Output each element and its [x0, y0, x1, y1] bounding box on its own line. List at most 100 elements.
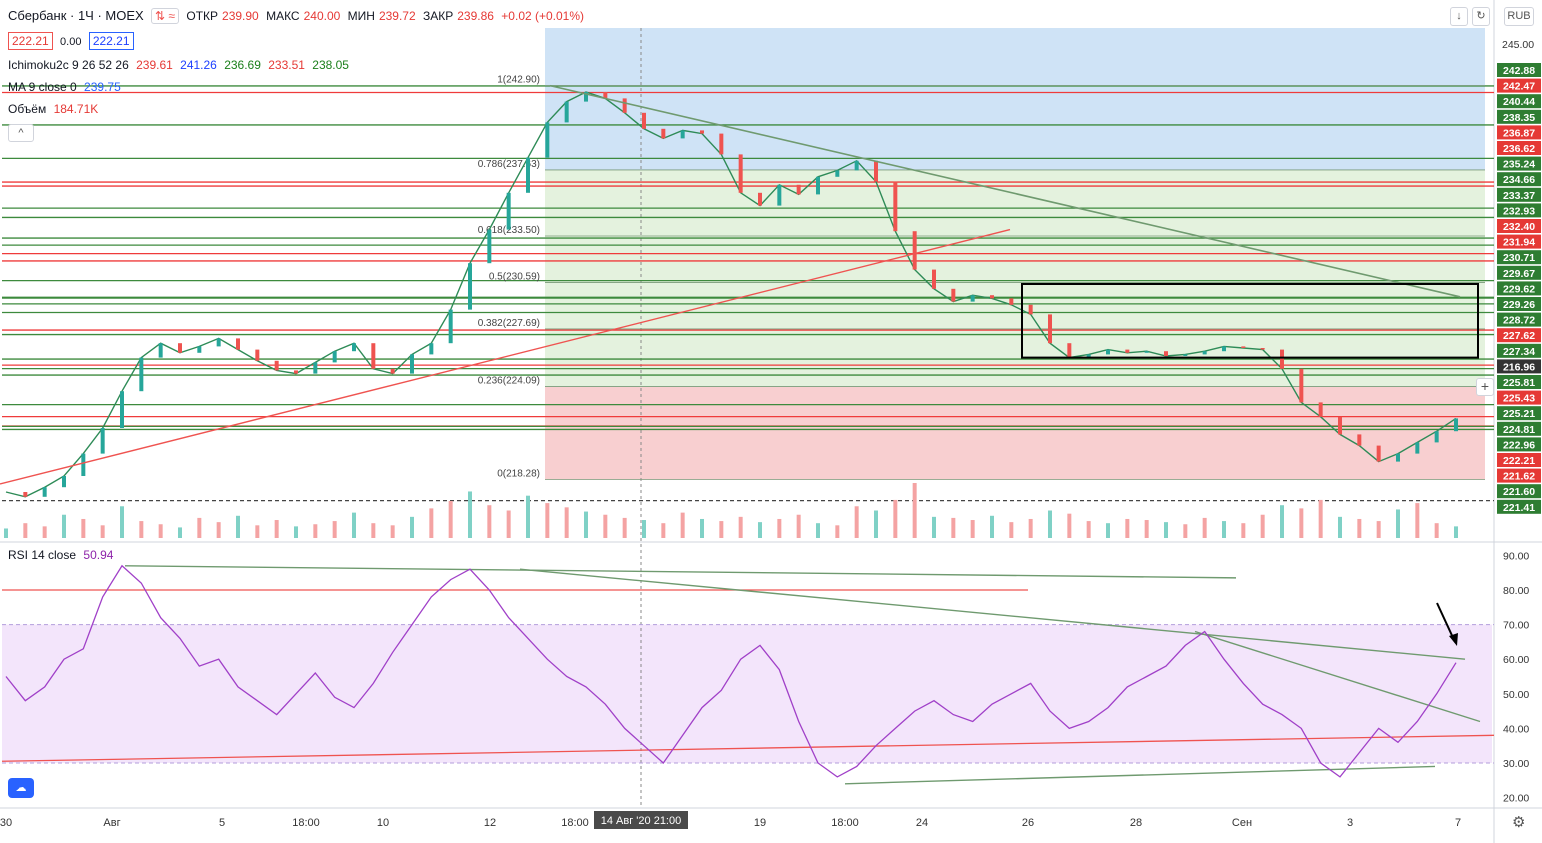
volume-legend[interactable]: Объём 184.71K [8, 102, 102, 116]
candle [758, 192, 762, 206]
annotation-arrow-head [1449, 633, 1458, 646]
volume-bar [564, 507, 569, 538]
candle [584, 92, 588, 102]
fib-label: 0.786(237.63) [478, 159, 540, 170]
volume-bar [139, 521, 144, 538]
volume-bar [1202, 517, 1207, 538]
volume-bar [1222, 521, 1226, 538]
time-axis-tick: 12 [484, 817, 496, 829]
volume-bar [796, 514, 801, 538]
rsi-tick: 90.00 [1503, 550, 1529, 562]
candle [1396, 453, 1400, 462]
volume-bar [893, 499, 898, 538]
refresh-icon[interactable]: ↻ [1472, 7, 1490, 26]
trendline-support [0, 228, 1011, 485]
level-label: 221.62 [1503, 471, 1535, 483]
volume-bar [622, 517, 627, 538]
time-axis-tick: 5 [219, 817, 225, 829]
volume-bar [468, 491, 472, 538]
volume-bar [1067, 513, 1072, 538]
bid-box[interactable]: 222.21 [8, 32, 53, 50]
level-label-box [1497, 312, 1541, 327]
volume-bar [951, 517, 956, 538]
fib-zone-upper [545, 28, 1485, 170]
volume-bar [642, 520, 646, 538]
volume-bar [932, 516, 936, 538]
rsi-label: RSI 14 close [8, 548, 77, 562]
close-value: 239.86 [457, 9, 494, 23]
level-label-box [1497, 265, 1541, 280]
candle [1280, 349, 1284, 369]
price-series-line [5, 91, 1457, 498]
candle [1144, 351, 1149, 353]
ichimoku-value-5: 238.05 [312, 58, 349, 72]
level-label-box [1497, 328, 1541, 343]
volume-bar [1183, 524, 1188, 538]
volume-bar [758, 522, 762, 538]
volume-bar [835, 525, 840, 538]
download-icon[interactable]: ↓ [1450, 7, 1468, 26]
volume-bar [700, 518, 704, 538]
ask-box[interactable]: 222.21 [88, 32, 134, 50]
level-label: 233.37 [1503, 190, 1535, 202]
volume-bar [197, 517, 202, 538]
highlight-box [1021, 283, 1479, 359]
candle [255, 349, 260, 361]
add-level-icon[interactable]: + [1476, 378, 1494, 396]
volume-bar [1338, 516, 1342, 538]
candle [371, 343, 376, 369]
volume-bar [23, 523, 28, 538]
volume-bar [584, 511, 588, 538]
volume-bar [120, 506, 124, 538]
level-label: 242.88 [1503, 65, 1535, 77]
candle [313, 362, 318, 374]
time-axis-tick: Сен [1232, 817, 1252, 829]
volume-bar [1299, 508, 1304, 538]
level-label-box [1497, 390, 1541, 405]
candle [1338, 416, 1342, 435]
level-label: 229.26 [1503, 299, 1535, 311]
level-label: 240.44 [1503, 96, 1535, 108]
candle [661, 128, 666, 139]
level-label-box [1497, 94, 1541, 109]
candle [274, 360, 279, 371]
settings-gear-icon[interactable]: ⚙ [1512, 814, 1526, 831]
ichimoku-value-2: 241.26 [180, 58, 217, 72]
rsi-legend[interactable]: RSI 14 close 50.94 [8, 548, 117, 562]
rsi-trend-red [1, 734, 1495, 762]
ma-value: 239.75 [84, 80, 121, 94]
level-label-box [1497, 78, 1541, 93]
time-axis-tick: 26 [1022, 817, 1034, 829]
open-label: ОТКР [186, 9, 219, 23]
level-label-box [1497, 250, 1541, 265]
level-label: 232.40 [1503, 221, 1535, 233]
collapse-legend-button[interactable]: ^ [8, 124, 34, 142]
symbol-title[interactable]: Сбербанк · 1Ч · MOEX [8, 8, 144, 23]
volume-bar [1260, 514, 1265, 538]
level-label: 238.35 [1503, 112, 1535, 124]
level-label-box [1497, 203, 1541, 218]
chart-style-button[interactable]: ⇅ ≈ [151, 8, 180, 24]
low-value: 239.72 [378, 9, 416, 23]
candle [197, 346, 202, 353]
fib-label: 0.236(224.09) [478, 376, 540, 387]
currency-badge[interactable]: RUB [1504, 7, 1534, 26]
level-label: 236.62 [1503, 143, 1535, 155]
level-label: 225.81 [1503, 377, 1535, 389]
level-label: 232.93 [1503, 205, 1535, 217]
rsi-series-line [5, 564, 1457, 778]
ichimoku-legend[interactable]: Ichimoku2c 9 26 52 26 239.61 241.26 236.… [8, 58, 353, 72]
volume-bar [1164, 522, 1168, 538]
candle [893, 181, 898, 232]
level-label: 230.71 [1503, 252, 1535, 264]
fib-zone-lower [545, 386, 1485, 480]
level-label-box [1497, 468, 1541, 483]
level-label-box [1497, 172, 1541, 187]
candle [236, 338, 240, 350]
volume-bar [178, 527, 182, 538]
level-label: 234.66 [1503, 174, 1535, 186]
ma-legend[interactable]: MA 9 close 0 239.75 [8, 80, 125, 94]
candle [738, 154, 743, 193]
volume-bar [487, 505, 492, 538]
